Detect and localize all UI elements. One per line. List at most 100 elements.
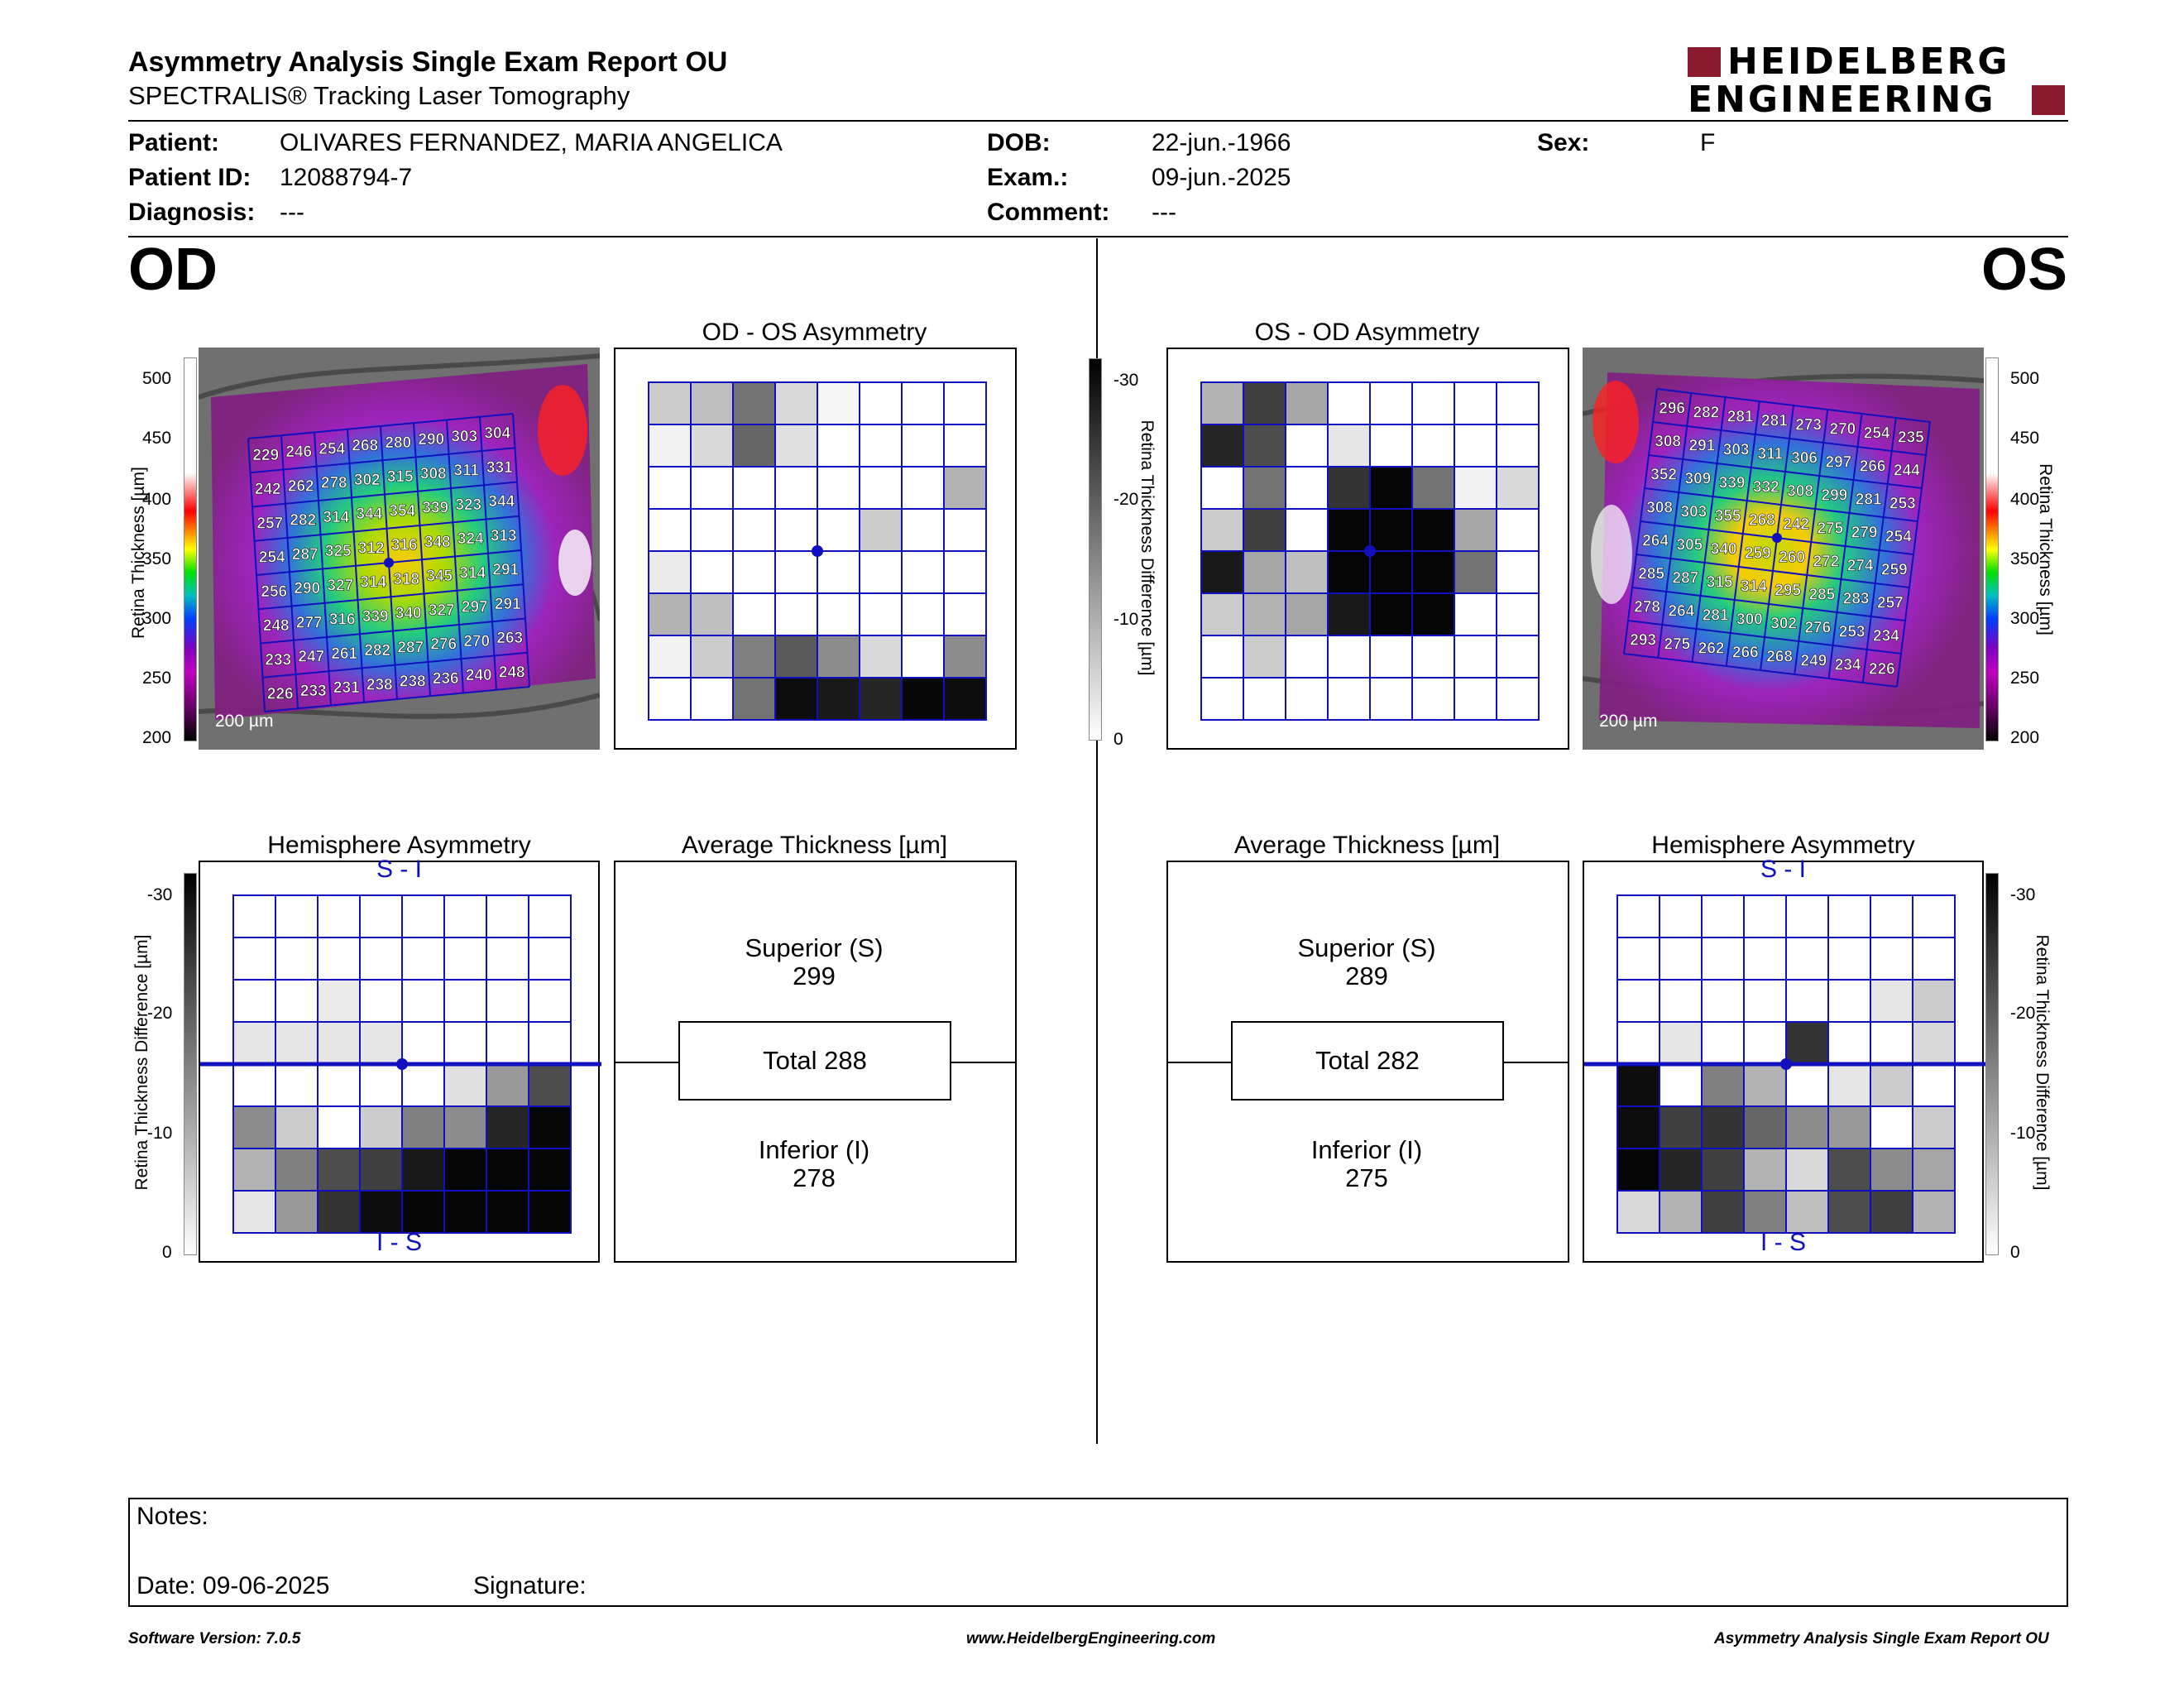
os-hemi-cell (1659, 1190, 1703, 1234)
od-thickness-value: 256 (261, 583, 287, 601)
os-hemi-cell (1701, 894, 1745, 938)
os-hemi-cell (1870, 1148, 1913, 1192)
od-asym-cell (859, 592, 903, 636)
os-hemi-cell (1827, 1063, 1871, 1107)
od-thickness-value: 291 (492, 562, 519, 579)
os-thickness-value: 309 (1685, 471, 1712, 488)
od-asym-cell (859, 424, 903, 468)
od-asym-cell (774, 550, 818, 594)
od-hemi-cell (401, 1021, 445, 1065)
od-asym-cell (943, 508, 987, 552)
od-asym-cell (732, 635, 776, 679)
os-thickness-value: 253 (1889, 496, 1916, 513)
exam-value: 09-jun.-2025 (1152, 164, 1291, 191)
od-asym-cell (943, 381, 987, 425)
od-hemi-cell (317, 979, 361, 1023)
od-thickness-value: 290 (294, 580, 320, 597)
od-asym-cell (859, 550, 903, 594)
os-hemi-cell (1616, 894, 1660, 938)
os-asym-cell (1496, 508, 1540, 552)
os-thickness-value: 275 (1818, 520, 1844, 538)
os-hemi-cell (1827, 979, 1871, 1023)
os-thickness-value: 281 (1856, 492, 1882, 509)
od-asym-cell (690, 592, 734, 636)
os-thickness-value: 355 (1715, 508, 1741, 525)
od-hemi-cell (443, 1190, 487, 1234)
od-hemi-cell (359, 1063, 403, 1107)
od-thickness-value: 318 (393, 571, 419, 588)
od-tick-300: 300 (142, 609, 172, 628)
os-avg-panel: Superior (S) 289 Total 282 Inferior (I) … (1166, 861, 1569, 1263)
od-hemi-cell (275, 1148, 318, 1192)
od-thickness-value: 246 (285, 444, 312, 461)
os-thickness-value: 299 (1822, 487, 1848, 505)
od-asym-cell (732, 677, 776, 721)
od-hemi-cell (317, 1063, 361, 1107)
os-thickness-value: 226 (1869, 661, 1895, 679)
od-thickness-value: 344 (488, 493, 515, 511)
od-hemi-cell (359, 937, 403, 981)
os-thickness-value: 249 (1801, 653, 1827, 670)
od-asym-cell (690, 635, 734, 679)
od-hemi-cell (401, 1148, 445, 1192)
center-diff-axis-label: Retina Thickness Difference [µm] (1138, 420, 1157, 676)
os-hemi-cell (1616, 1063, 1660, 1107)
od-thickness-value: 331 (486, 459, 513, 477)
od-thickness-value: 247 (298, 649, 324, 666)
os-hemi-cell (1743, 1105, 1787, 1149)
os-thickness-value: 234 (1873, 628, 1899, 645)
os-thickness-value: 262 (1698, 640, 1725, 658)
od-hemi-cell (359, 894, 403, 938)
os-hemi-cell (1870, 937, 1913, 981)
od-hemi-cell (401, 1063, 445, 1107)
od-asym-cell (859, 466, 903, 510)
od-hemi-cell (486, 937, 529, 981)
od-asym-cell (690, 550, 734, 594)
od-asym-cell (817, 592, 860, 636)
os-eye-label: OS (1981, 237, 2068, 303)
os-hemi-cell (1870, 1021, 1913, 1065)
os-superior-label: Superior (S) (1297, 933, 1436, 962)
os-asym-cell (1243, 466, 1286, 510)
os-hemi-cell (1827, 894, 1871, 938)
footer-url[interactable]: www.HeidelbergEngineering.com (966, 1630, 1216, 1647)
od-hemi-cell (443, 1148, 487, 1192)
od-thickness-value: 261 (331, 645, 357, 663)
od-inferior-value: 278 (793, 1163, 836, 1192)
od-inferior-label: Inferior (I) (758, 1135, 870, 1164)
os-asym-cell (1200, 508, 1244, 552)
od-diff-colorbar (1089, 358, 1102, 741)
os-hemi-cell (1616, 1105, 1660, 1149)
od-hemi-panel: S - I I - S (199, 856, 601, 1263)
os-hemi-cell (1870, 979, 1913, 1023)
os-hemi-cell (1659, 1105, 1703, 1149)
od-asym-cell (690, 508, 734, 552)
os-total: Total 282 (1231, 1021, 1504, 1101)
os-thickness-value: 272 (1813, 554, 1840, 571)
od-hemi-colorbar (184, 873, 197, 1255)
patient-id: 12088794-7 (280, 164, 413, 191)
os-asym-cell (1200, 677, 1244, 721)
od-asym-cell (817, 424, 860, 468)
od-thickness-value: 339 (362, 608, 389, 626)
os-hemi-cell (1616, 1021, 1660, 1065)
os-hemi-cell (1659, 937, 1703, 981)
od-asym-cell (901, 550, 945, 594)
os-thickness-value: 242 (1783, 516, 1809, 534)
os-asym-cell (1327, 550, 1371, 594)
od-thickness-value: 280 (385, 434, 411, 452)
os-asym-cell (1496, 550, 1540, 594)
od-asym-cell (774, 508, 818, 552)
od-asym-cell (901, 424, 945, 468)
os-thickness-value: 340 (1711, 541, 1737, 559)
os-thickness-value: 274 (1847, 558, 1874, 575)
od-avg-panel: Superior (S) 299 Total 288 Inferior (I) … (614, 861, 1017, 1263)
od-thickness-value: 340 (395, 605, 422, 622)
os-thickness-value: 244 (1894, 463, 1920, 480)
os-hemi-cell (1659, 1021, 1703, 1065)
patient-label: Patient: (128, 129, 220, 156)
od-thickness-value: 311 (453, 463, 479, 480)
os-thickness-value: 300 (1736, 611, 1763, 629)
od-hemi-fovea-dot (396, 1058, 408, 1070)
od-hemi-cell (486, 1105, 529, 1149)
